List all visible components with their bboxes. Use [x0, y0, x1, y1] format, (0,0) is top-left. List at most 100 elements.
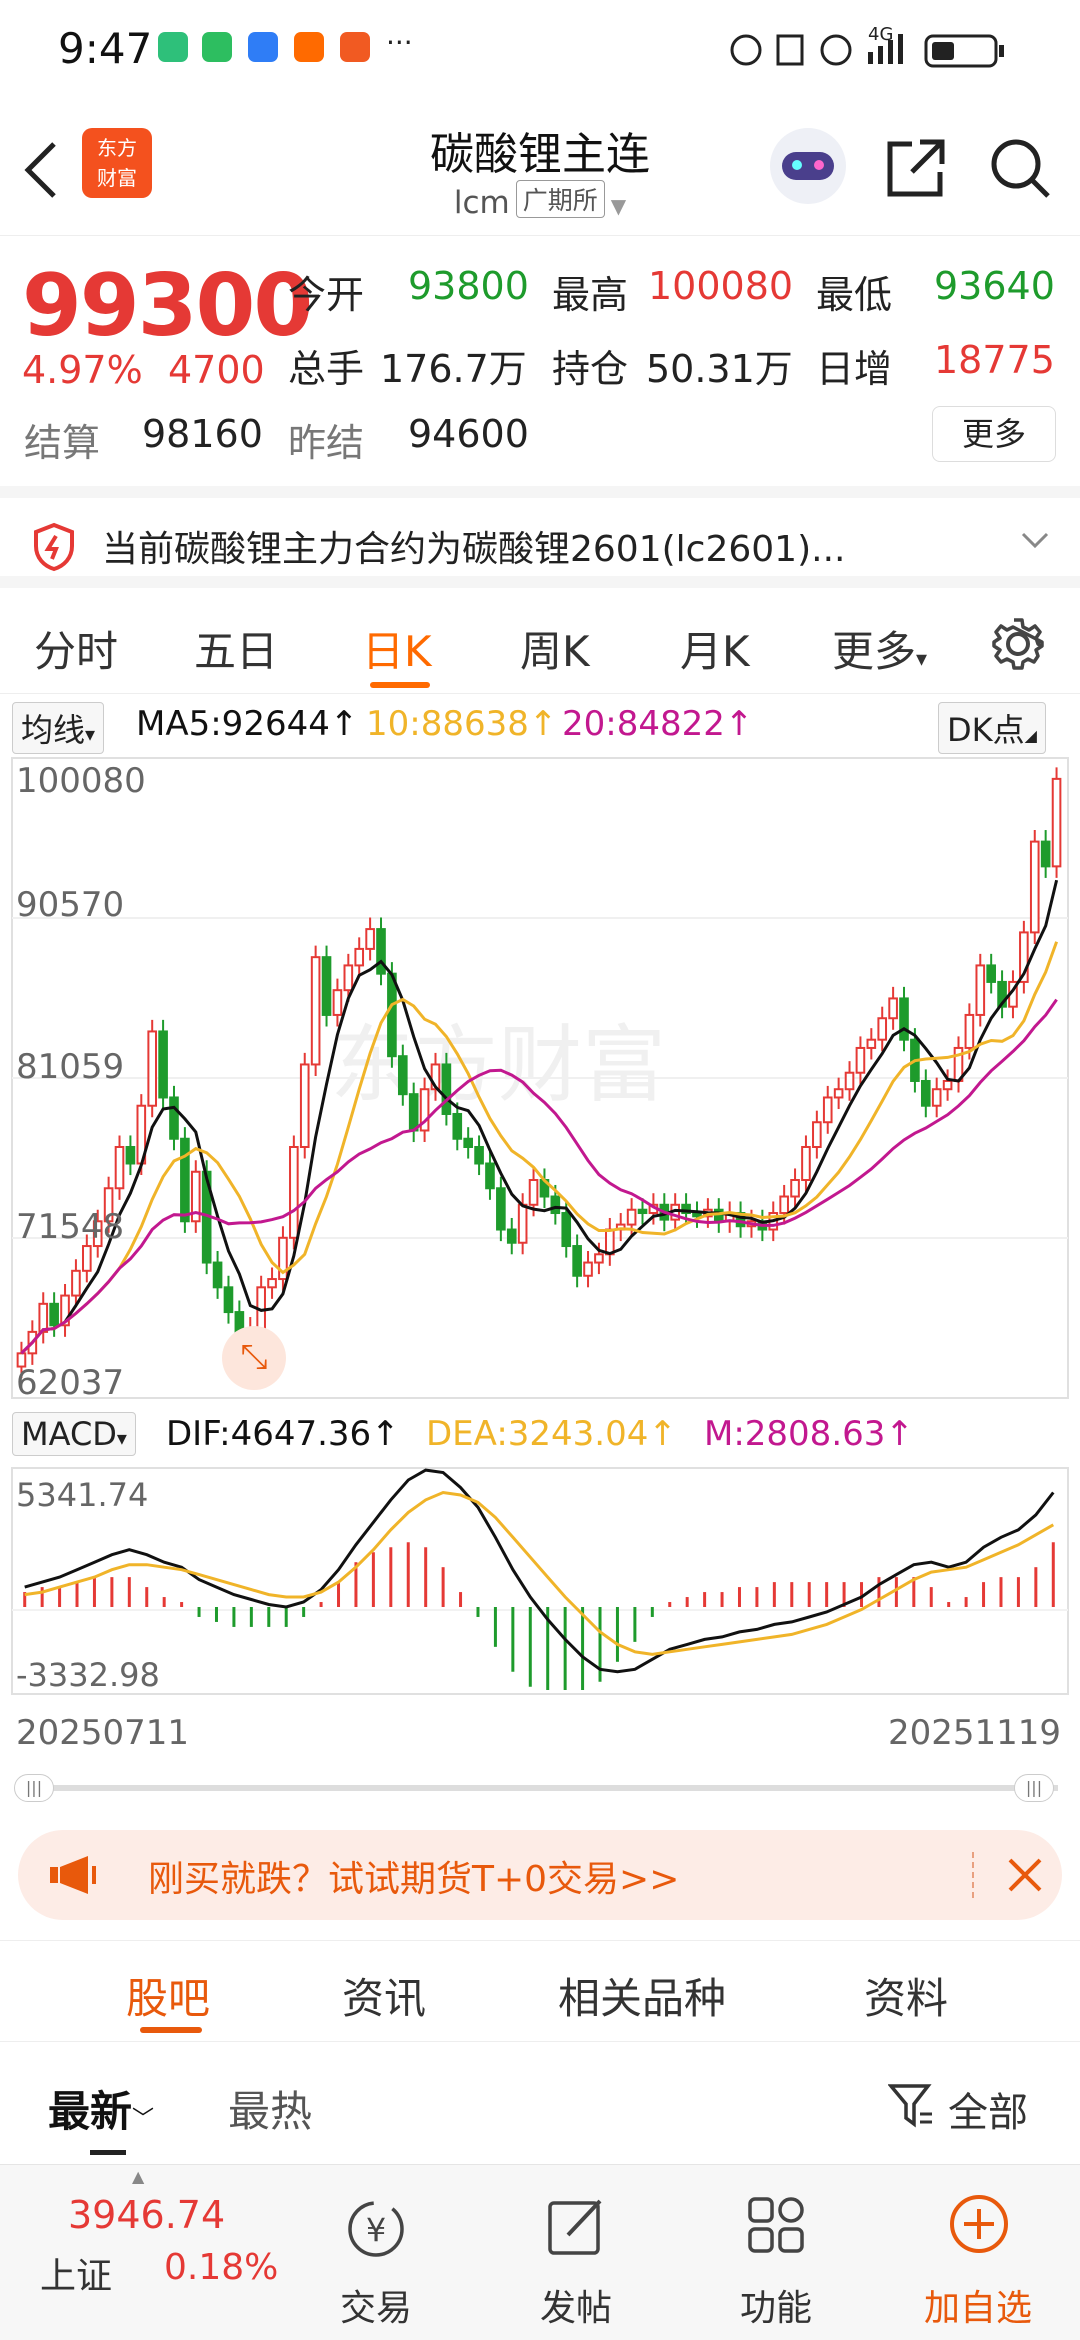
moving-average-lines — [20, 879, 1059, 1355]
macd-selector[interactable]: MACD▾ — [12, 1412, 136, 1456]
dk-point-label: DK点 — [947, 711, 1025, 749]
filter-icon[interactable] — [888, 2082, 934, 2130]
kline-chart[interactable]: 均线▾ MA5:92644↑ 10:88638↑ 20:84822↑ DK点◢ … — [0, 694, 1080, 1802]
sort-hot[interactable]: 最热 — [228, 2087, 313, 2136]
main-contract-notice[interactable]: 当前碳酸锂主力合约为碳酸锂2601(lc2601)... — [0, 486, 1080, 588]
tab-intraday[interactable]: 分时 — [34, 627, 119, 676]
settings-gear-icon[interactable] — [990, 616, 1046, 672]
index-ticker[interactable]: ▲ 3946.74 上证 0.18% — [20, 2165, 280, 2340]
caret-up-icon: ▲ — [132, 2167, 145, 2186]
quote-panel: 99300 4.97% 4700 今开 93800 最高 100080 最低 9… — [0, 236, 1080, 486]
candle-body — [496, 1187, 506, 1231]
share-icon[interactable] — [884, 136, 948, 200]
candle-body — [899, 997, 909, 1041]
candle-body — [430, 1063, 441, 1091]
candle-body — [125, 1145, 136, 1165]
tab-more[interactable]: 更多▾ — [832, 618, 927, 679]
status-bar: 9:47 ··· 4G — [0, 0, 1080, 100]
candle-body — [158, 1030, 168, 1099]
candle-body — [920, 1079, 931, 1107]
more-button[interactable]: 更多 — [932, 406, 1056, 462]
last-price: 99300 — [22, 256, 313, 356]
candle-body — [169, 1096, 179, 1140]
nav-post[interactable]: 发帖 — [476, 2165, 676, 2340]
m-label: M:2808.63↑ — [704, 1414, 914, 1454]
candle-body — [397, 1055, 408, 1096]
macd-select-label: MACD — [21, 1415, 117, 1453]
code-text: lcm — [453, 185, 510, 221]
ma-selector[interactable]: 均线▾ — [12, 702, 105, 754]
tab-related[interactable]: 相关品种 — [558, 1974, 727, 2023]
edit-post-icon — [548, 2199, 602, 2255]
add-circle-icon — [950, 2195, 1008, 2253]
nav-functions[interactable]: 功能 — [676, 2165, 876, 2340]
promo-text: 刚买就跌？试试期货T+0交易>> — [148, 1859, 680, 1900]
candle-body — [833, 1088, 844, 1099]
tab-profile[interactable]: 资料 — [864, 1974, 949, 2023]
search-icon[interactable] — [988, 136, 1052, 200]
ma5-label: MA5:92644↑ — [136, 704, 359, 744]
macd-lines — [24, 1468, 1055, 1674]
dk-point-button[interactable]: DK点◢ — [938, 702, 1046, 754]
tab-daily-k[interactable]: 日K — [362, 627, 432, 676]
candle-body — [779, 1195, 789, 1215]
range-handle-left[interactable]: ||| — [14, 1774, 54, 1802]
candle-body — [637, 1208, 648, 1215]
ma10-label: 10:88638↑ — [366, 704, 558, 744]
svg-text:¥: ¥ — [366, 2211, 386, 2249]
notice-text: 当前碳酸锂主力合约为碳酸锂2601(lc2601)... — [102, 529, 846, 570]
nav-add-watchlist[interactable]: 加自选 — [878, 2165, 1078, 2340]
candle-body — [528, 1179, 539, 1206]
candle-body — [419, 1088, 430, 1132]
tab-weekly-k[interactable]: 周K — [520, 627, 590, 676]
candle-body — [114, 1145, 125, 1190]
range-handle-right[interactable]: ||| — [1014, 1774, 1054, 1802]
candle-body — [463, 1137, 473, 1148]
filter-all[interactable]: 全部 — [948, 2090, 1028, 2136]
back-icon[interactable] — [22, 140, 62, 200]
macd-tick-min: -3332.98 — [16, 1656, 160, 1694]
macd-tick-max: 5341.74 — [16, 1476, 148, 1514]
high-value: 100080 — [648, 264, 794, 308]
index-value: 3946.74 — [68, 2193, 226, 2237]
tab-monthly-k[interactable]: 月K — [680, 627, 750, 676]
promo-banner[interactable]: 刚买就跌？试试期货T+0交易>> — [18, 1830, 1062, 1920]
settle-label: 结算 — [24, 421, 101, 465]
network-type: 4G — [868, 24, 894, 45]
candle-body — [441, 1063, 452, 1115]
yuan-exchange-icon: ¥ — [348, 2201, 404, 2257]
ma10-line — [20, 941, 1059, 1355]
app-send-icon — [340, 32, 370, 62]
candle-body — [888, 997, 898, 1020]
megaphone-icon — [50, 1856, 96, 1894]
status-time: 9:47 — [58, 24, 153, 73]
oi-label: 持仓 — [552, 347, 629, 391]
app-hourglass-icon — [158, 32, 188, 62]
candle-body — [310, 956, 321, 1066]
sort-latest[interactable]: 最新﹀ — [48, 2078, 154, 2139]
active-tab-indicator — [140, 2027, 202, 2033]
open-label: 今开 — [288, 273, 365, 317]
tab-news[interactable]: 资讯 — [342, 1974, 427, 2023]
candle-body — [103, 1187, 114, 1223]
wechat-icon — [202, 32, 232, 62]
contract-code: lcm 广期所 ▼ — [0, 180, 1080, 221]
chevron-down-icon[interactable]: ▼ — [610, 194, 627, 218]
tab-forum[interactable]: 股吧 — [126, 1974, 211, 2023]
eastmoney-logo: 东方 财富 — [82, 128, 152, 198]
fullscreen-expand-icon[interactable]: ⤡ — [222, 1326, 286, 1390]
tab-five-day[interactable]: 五日 — [194, 627, 279, 676]
nav-add-label: 加自选 — [923, 2288, 1032, 2329]
nav-trade[interactable]: ¥ 交易 — [276, 2165, 476, 2340]
date-start: 20250711 — [16, 1713, 189, 1753]
close-icon[interactable] — [1006, 1856, 1044, 1894]
ai-assistant-icon[interactable] — [770, 128, 846, 204]
candle-body — [1029, 840, 1040, 934]
candle-body — [332, 989, 343, 1016]
candle-body — [365, 928, 375, 950]
candle-body — [474, 1145, 484, 1165]
candle-body — [594, 1253, 604, 1264]
index-change: 0.18% — [164, 2247, 279, 2288]
chevron-down-icon[interactable] — [1020, 530, 1050, 550]
oi-change-value: 18775 — [934, 338, 1055, 382]
